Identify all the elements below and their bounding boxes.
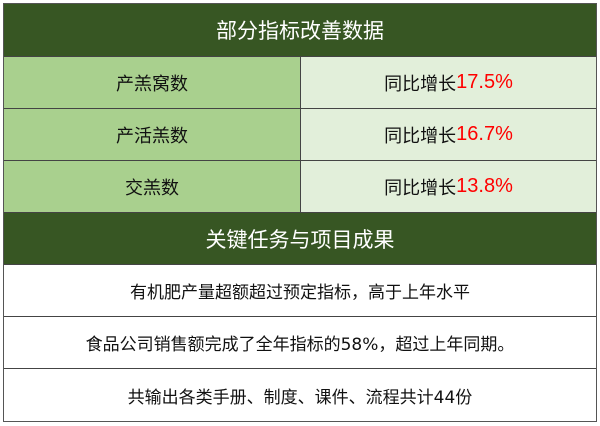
improvement-table: 部分指标改善数据 产羔窝数 同比增长 17.5% 产活羔数 同比增长 16.7% 交… [3,3,597,422]
growth-percent: 17.5% [456,71,513,93]
result-row: 食品公司销售额完成了全年指标的58%，超过上年同期。 [4,317,596,369]
section-title: 部分指标改善数据 [216,19,384,43]
growth-prefix: 同比增长 [384,125,457,147]
section-header-indicators: 部分指标改善数据 [4,4,596,57]
indicator-value: 同比增长 17.5% [301,57,596,108]
result-text: 有机肥产量超额超过预定指标，高于上年水平 [130,283,470,303]
result-row: 有机肥产量超额超过预定指标，高于上年水平 [4,265,596,317]
indicator-value: 同比增长 16.7% [301,109,596,160]
table-row: 交羔数 同比增长 13.8% [4,161,596,213]
growth-percent: 13.8% [456,175,513,197]
indicator-label: 产羔窝数 [4,57,301,108]
table-row: 产羔窝数 同比增长 17.5% [4,57,596,109]
indicator-label: 交羔数 [4,161,301,212]
section-title: 关键任务与项目成果 [205,227,395,252]
growth-percent: 16.7% [456,123,513,145]
growth-prefix: 同比增长 [384,73,457,95]
growth-prefix: 同比增长 [384,177,457,199]
table-row: 产活羔数 同比增长 16.7% [4,109,596,161]
result-text: 共输出各类手册、制度、课件、流程共计44份 [127,387,473,408]
result-row: 共输出各类手册、制度、课件、流程共计44份 [4,369,596,421]
result-text: 食品公司销售额完成了全年指标的58%，超过上年同期。 [85,335,515,355]
indicator-label: 产活羔数 [4,109,301,160]
section-header-results: 关键任务与项目成果 [4,213,596,265]
indicator-value: 同比增长 13.8% [301,161,596,212]
